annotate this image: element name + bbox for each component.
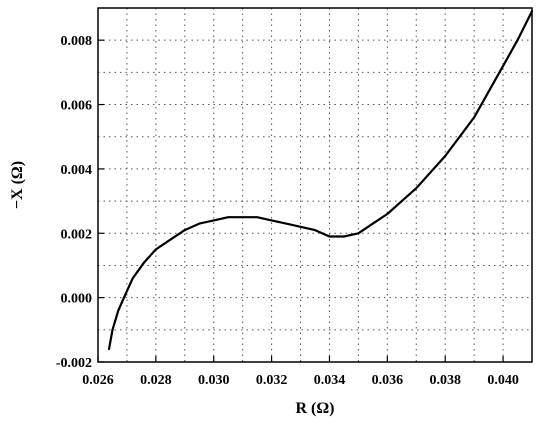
y-tick-label: 0.008: [61, 34, 93, 49]
series-layer: [107, 10, 534, 351]
y-tick-label: 0.000: [61, 292, 93, 307]
y-tick-labels: -0.002 0.000 0.002 0.004 0.006 0.008: [56, 34, 92, 371]
x-axis-title: R (Ω): [295, 400, 334, 417]
x-tick-label: 0.038: [429, 373, 461, 388]
y-tick-label: -0.002: [56, 356, 92, 371]
y-tick-label: 0.002: [61, 227, 93, 242]
x-tick-label: 0.030: [198, 373, 230, 388]
x-tick-labels: 0.026 0.028 0.030 0.032 0.034 0.036 0.038 0.040: [82, 373, 519, 388]
y-tick-label: 0.006: [61, 99, 93, 114]
x-tick-label: 0.028: [140, 373, 172, 388]
x-tick-label: 0.026: [82, 373, 114, 388]
grid: [97, 7, 533, 363]
series-line: [107, 10, 534, 351]
x-tick-label: 0.040: [487, 373, 519, 388]
x-tick-label: 0.036: [372, 373, 404, 388]
y-tick-label: 0.004: [61, 163, 93, 178]
plot-frame: [97, 7, 533, 363]
x-tick-label: 0.032: [256, 373, 288, 388]
x-tick-label: 0.034: [314, 373, 346, 388]
y-axis-title: −X (Ω): [9, 161, 26, 209]
